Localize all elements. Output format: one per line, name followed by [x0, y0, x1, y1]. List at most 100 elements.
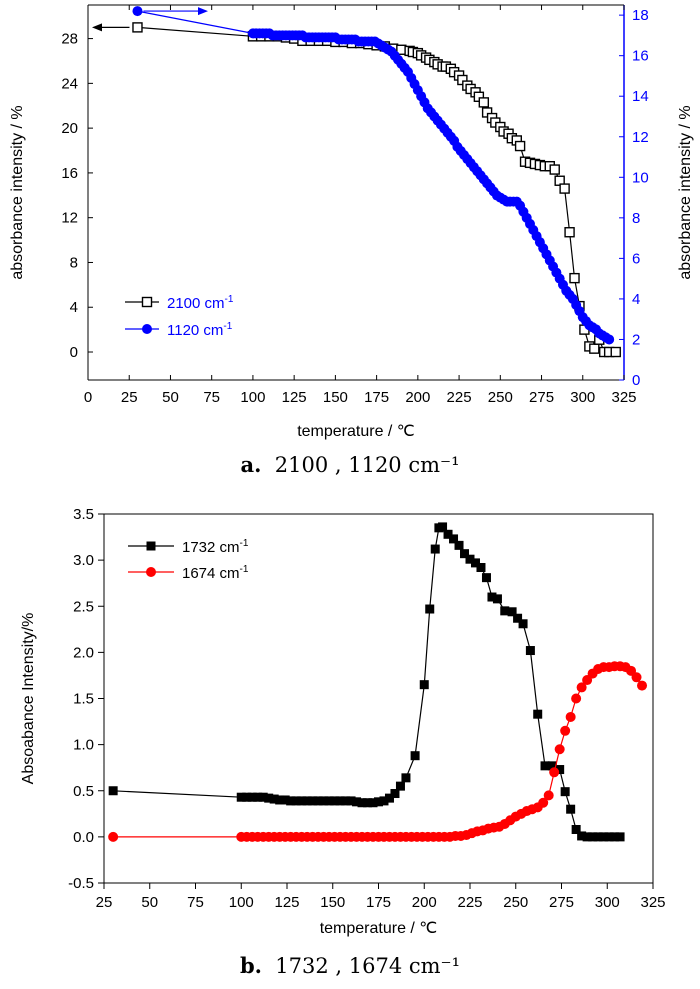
caption-b: b. 1732 , 1674 cm⁻¹ — [0, 953, 700, 978]
chart-b-y-tick-label: 0.5 — [73, 783, 94, 800]
chart-b-legend-label-2: 1674 cm-1 — [182, 564, 249, 582]
chart-b-data-point — [476, 563, 486, 573]
chart-b-data-point — [560, 725, 571, 736]
chart-a-data-point — [569, 272, 580, 284]
chart-b-data-point — [487, 592, 497, 602]
chart-b-data-point — [576, 682, 587, 693]
chart-b-x-tick-label: 25 — [96, 894, 113, 911]
chart-b-x-tick-label: 225 — [457, 894, 482, 911]
chart-b-x-tick-label: 275 — [549, 894, 574, 911]
caption-a-label: a. — [240, 452, 262, 477]
chart-a-x-tick-label: 100 — [240, 389, 265, 406]
chart-b-data-point — [236, 792, 246, 802]
chart-a-legend-label-2: 1120 cm-1 — [167, 321, 233, 339]
chart-b-data-point — [513, 613, 523, 623]
chart-b-data-point — [465, 554, 475, 564]
chart-b-data-point — [547, 761, 557, 771]
chart-b-y-tick-label: 1.0 — [73, 737, 94, 754]
chart-b-data-point — [319, 796, 329, 806]
chart-b-data-point — [533, 709, 543, 719]
chart-b-x-tick-label: 175 — [366, 894, 391, 911]
chart-b-data-point — [341, 796, 351, 806]
chart-b-data-point — [297, 796, 307, 806]
caption-b-label: b. — [239, 953, 262, 978]
chart-b-data-point — [242, 792, 252, 802]
chart-a-y2-tick-label: 8 — [632, 210, 640, 227]
caption-b-text: 1732 , 1674 cm⁻¹ — [275, 954, 461, 978]
chart-a-data-point — [564, 227, 575, 238]
chart-a-y-tick-label: 20 — [61, 120, 78, 137]
chart-b-data-point — [291, 796, 301, 806]
chart-b-data-point — [425, 604, 435, 614]
chart-b-data-point — [269, 794, 279, 804]
chart-a-data-point — [132, 22, 143, 33]
chart-b-data-point — [357, 798, 367, 808]
chart-b-data-point — [631, 672, 642, 683]
chart-a-data-point — [132, 6, 143, 17]
chart-b-data-point — [577, 831, 587, 841]
chart-b-x-tick-label: 125 — [274, 894, 299, 911]
chart-b-data-point — [543, 790, 554, 801]
chart-a-y-tick-label: 28 — [61, 31, 78, 48]
chart-b-data-point — [368, 798, 378, 808]
chart-a-x-tick-label: 50 — [162, 389, 179, 406]
chart-b-data-point — [518, 619, 528, 629]
chart-b-y-tick-label: -0.5 — [68, 875, 94, 892]
chart-b-data-point — [324, 796, 334, 806]
chart-b-y-tick-label: 3.0 — [73, 552, 94, 569]
chart-b-data-point — [374, 797, 383, 807]
chart-b-x-tick-label: 250 — [503, 894, 528, 911]
chart-b-x-tick-label: 150 — [320, 894, 345, 911]
chart-b-y-tick-label: 1.5 — [73, 691, 94, 708]
chart-b-data-point — [571, 693, 582, 704]
chart-a-y2-tick-label: 12 — [632, 129, 649, 146]
chart-b-legend-marker-1 — [146, 541, 156, 551]
chart-b-legend-label-1: 1732 cm-1 — [182, 538, 249, 556]
chart-a-y-tick-label: 24 — [61, 75, 78, 92]
chart-b-data-point — [492, 594, 502, 604]
chart-b-y-tick-label: 2.0 — [73, 644, 94, 661]
chart-a-legend: 2100 cm-1 1120 cm-1 — [125, 294, 234, 339]
chart-a-x-tick-label: 275 — [529, 389, 554, 406]
chart-b-data-point — [571, 824, 581, 834]
chart-a-y2-tick-label: 10 — [632, 169, 649, 186]
chart-b-legend-marker-2 — [146, 567, 156, 577]
chart-a-legend-marker-1 — [141, 296, 153, 308]
caption-a-text: 2100 , 1120 cm⁻¹ — [274, 453, 460, 477]
chart-a-data-point — [589, 343, 600, 354]
chart-b-data-point — [247, 792, 257, 802]
chart-b-data-point — [610, 832, 620, 842]
chart-b-data-point — [549, 767, 560, 778]
chart-b-data-point — [449, 534, 459, 544]
chart-a-data-point — [549, 164, 560, 175]
chart-b-legend: 1732 cm-1 1674 cm-1 — [128, 538, 249, 582]
chart-a-y-tick-label: 4 — [70, 299, 78, 316]
chart-b-data-point — [443, 529, 453, 539]
chart-b-x-tick-label: 200 — [412, 894, 437, 911]
chart-b-data-point — [481, 573, 491, 583]
chart-b-x-tick-label: 325 — [640, 894, 665, 911]
chart-b-data-point — [588, 832, 598, 842]
chart-b-data-point — [395, 781, 405, 791]
chart-a-x-tick-label: 175 — [364, 389, 389, 406]
chart-b-data-point — [308, 796, 318, 806]
chart-b-data-point — [604, 832, 614, 842]
chart-b-data-point — [582, 832, 592, 842]
chart-b-data-point — [346, 796, 356, 806]
chart-a-data-point — [559, 183, 570, 194]
chart-b-data-point — [565, 711, 576, 722]
chart-b-data-point — [555, 765, 565, 775]
chart-a-x-tick-label: 75 — [203, 389, 220, 406]
chart-a-y-tick-label: 0 — [70, 344, 78, 361]
chart-b-data-point — [363, 798, 373, 808]
chart-a-left-arrow-head — [92, 23, 102, 32]
chart-b-data-point — [470, 558, 480, 568]
chart-a-y-axis-label: absorbance intensity / % — [9, 105, 26, 279]
chart-a-y-tick-label: 16 — [61, 165, 78, 182]
chart-b-series-0 — [108, 522, 625, 842]
chart-b-data-point — [615, 832, 625, 842]
chart-a-x-tick-label: 250 — [488, 389, 513, 406]
chart-b-data-point — [538, 797, 549, 808]
chart-b-y-axis-label: Absoabance Intensity/% — [20, 613, 37, 785]
chart-a-data-point — [604, 334, 615, 345]
